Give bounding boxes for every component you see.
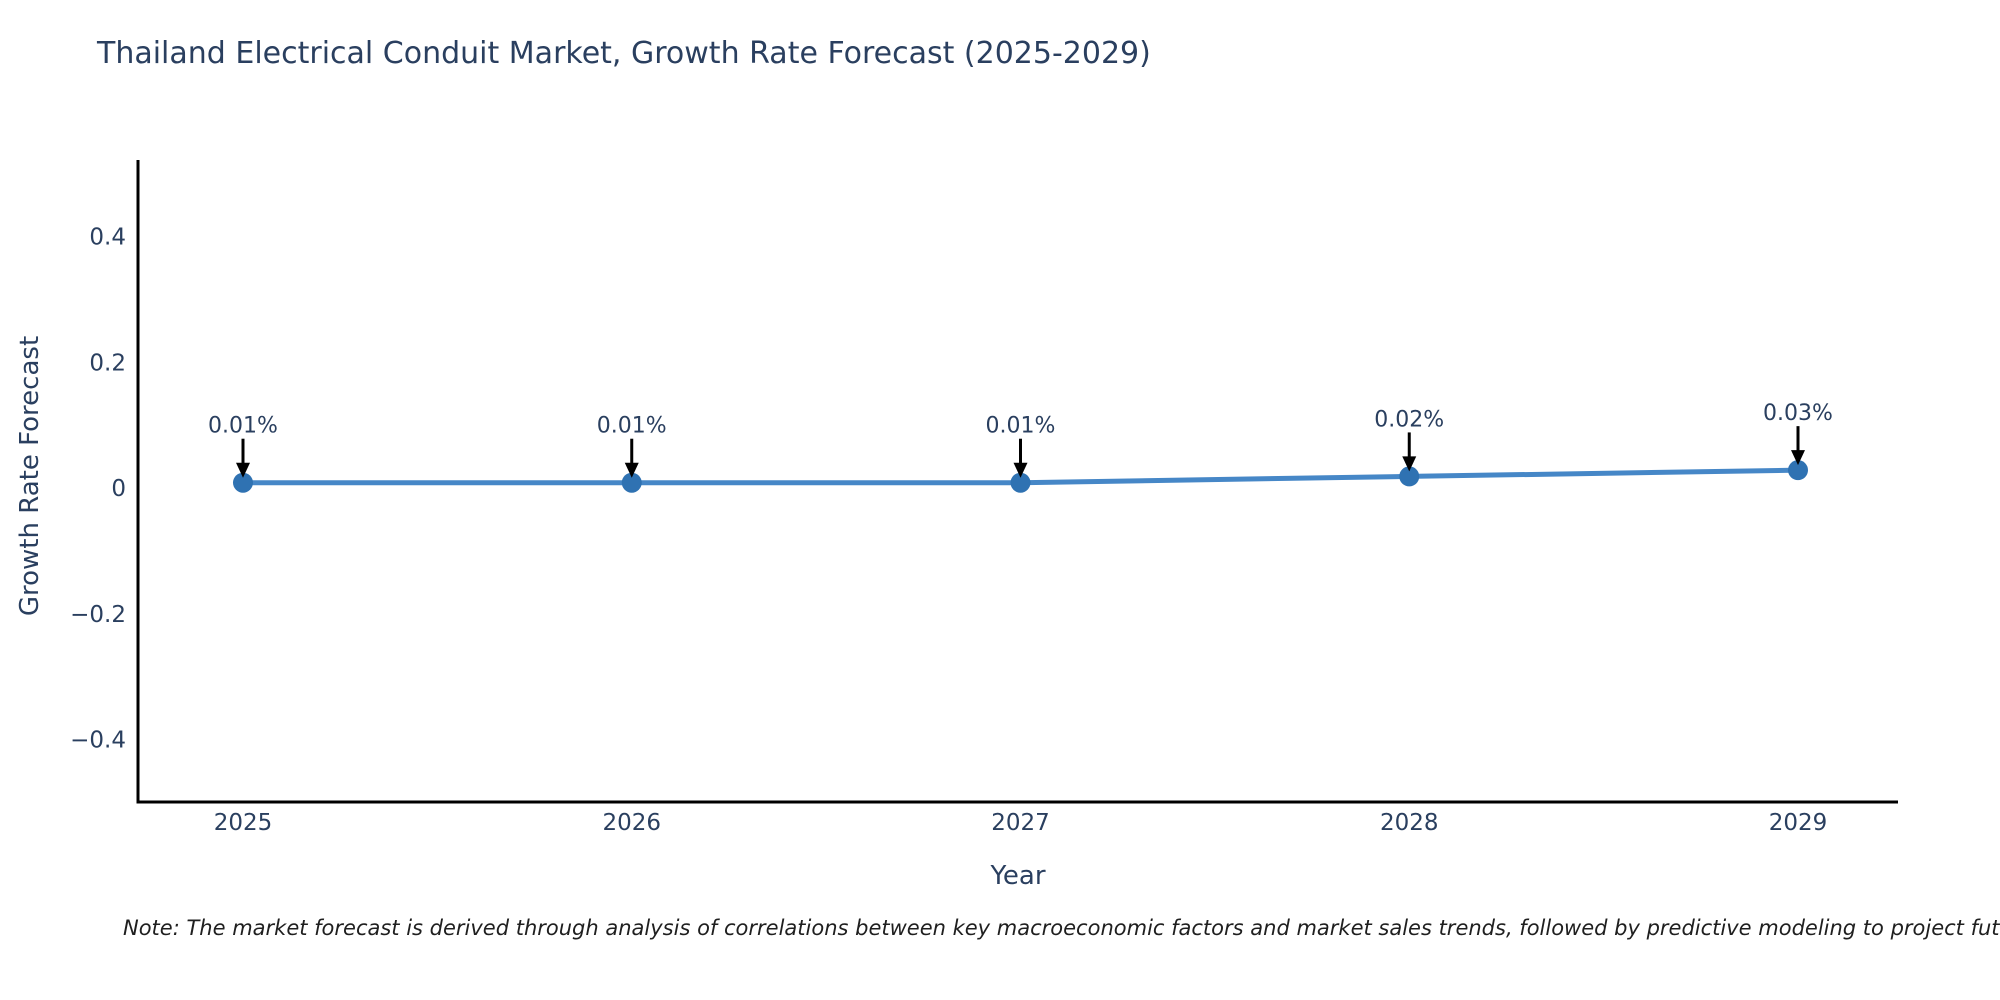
point-annotations: 0.01% 0.01% 0.01% 0.02% 0.03%: [208, 401, 1833, 478]
x-tick-label: 2029: [1769, 810, 1828, 836]
y-tick-label: −0.2: [70, 602, 126, 628]
data-point-markers: [233, 460, 1808, 493]
point-annotation: 0.01%: [597, 414, 667, 478]
annotation-label: 0.01%: [208, 414, 278, 439]
x-tick-label: 2026: [602, 810, 661, 836]
x-tick-label: 2027: [991, 810, 1050, 836]
y-tick-label: 0.4: [89, 225, 126, 251]
x-axis-tick-labels: 2025 2026 2027 2028 2029: [214, 810, 1828, 836]
chart-title: Thailand Electrical Conduit Market, Grow…: [97, 36, 1151, 71]
y-tick-label: 0.2: [89, 350, 126, 376]
annotation-arrow-head: [624, 462, 639, 478]
footnote: Note: The market forecast is derived thr…: [123, 916, 2000, 940]
annotation-label: 0.01%: [986, 414, 1056, 439]
data-point-marker: [1010, 472, 1031, 493]
annotation-label: 0.03%: [1763, 401, 1833, 426]
point-annotation: 0.02%: [1374, 407, 1444, 472]
data-point-marker: [1399, 466, 1420, 487]
point-annotation: 0.01%: [208, 414, 278, 478]
x-tick-label: 2028: [1380, 810, 1439, 836]
annotation-arrow-head: [236, 462, 250, 478]
y-tick-label: −0.4: [70, 728, 126, 754]
annotation-label: 0.01%: [597, 414, 667, 439]
annotation-arrow-head: [1013, 462, 1028, 478]
x-axis-title: Year: [989, 861, 1045, 891]
point-annotation: 0.03%: [1763, 401, 1833, 466]
annotation-arrow-head: [1791, 450, 1805, 466]
data-point-marker: [621, 472, 642, 493]
y-axis-title: Growth Rate Forecast: [15, 336, 45, 616]
annotation-label: 0.02%: [1374, 407, 1444, 432]
annotation-arrow-head: [1402, 456, 1417, 472]
y-axis-tick-labels: 0.4 0.2 0 −0.2 −0.4: [70, 225, 126, 754]
point-annotation: 0.01%: [986, 414, 1056, 478]
data-point-marker: [233, 472, 253, 493]
y-tick-label: 0: [111, 476, 126, 502]
x-tick-label: 2025: [214, 810, 273, 836]
axis-lines: [136, 160, 1898, 804]
data-point-marker: [1788, 460, 1808, 481]
